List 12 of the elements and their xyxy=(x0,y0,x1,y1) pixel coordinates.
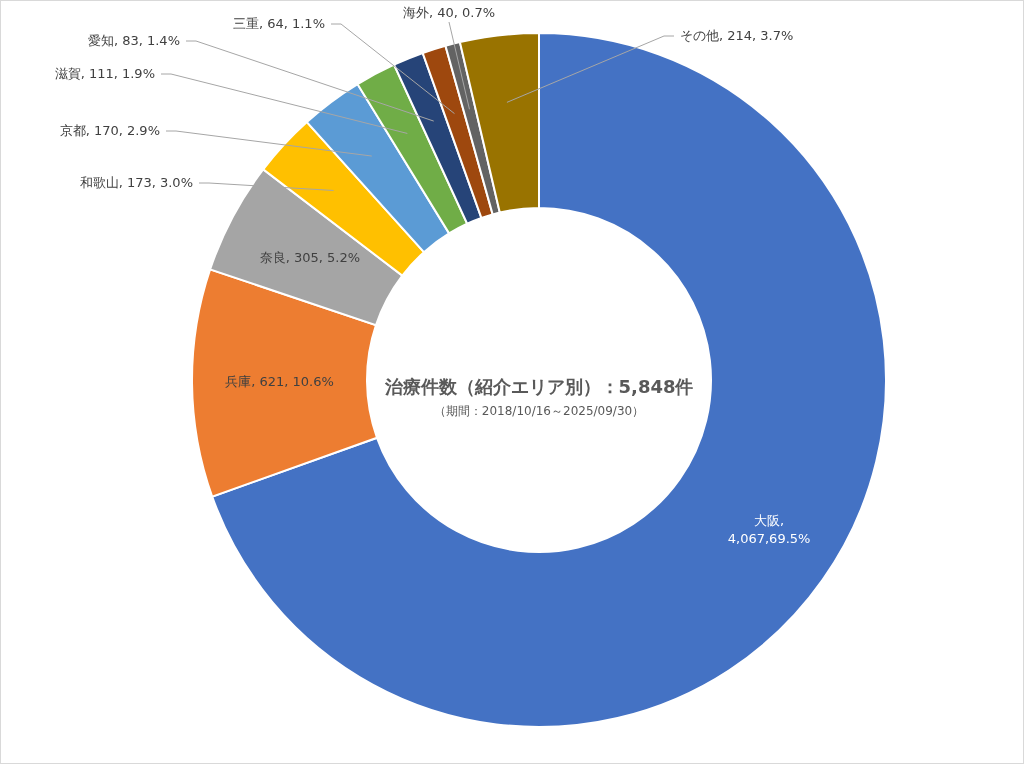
slice-label: 奈良, 305, 5.2% xyxy=(259,250,361,266)
text: 治療件数（紹介エリア別）：5,848件 xyxy=(383,376,694,397)
text: （期間：2018/10/16～2025/09/30） xyxy=(433,404,645,418)
slice-label: 滋賀, 111, 1.9% xyxy=(54,66,155,81)
slice-label: 大阪, 4,067,69.5% xyxy=(727,512,811,546)
slice-label: 海外, 40, 0.7% xyxy=(402,5,496,20)
slice-label: 三重, 64, 1.1% xyxy=(232,16,325,31)
slice-label: 兵庫, 621, 10.6% xyxy=(225,374,334,390)
slice-label: 京都, 170, 2.9% xyxy=(59,123,160,138)
slice-label: 和歌山, 173, 3.0% xyxy=(79,175,193,190)
slice-label: 愛知, 83, 1.4% xyxy=(87,33,180,48)
slice-label: その他, 214, 3.7% xyxy=(680,28,794,43)
